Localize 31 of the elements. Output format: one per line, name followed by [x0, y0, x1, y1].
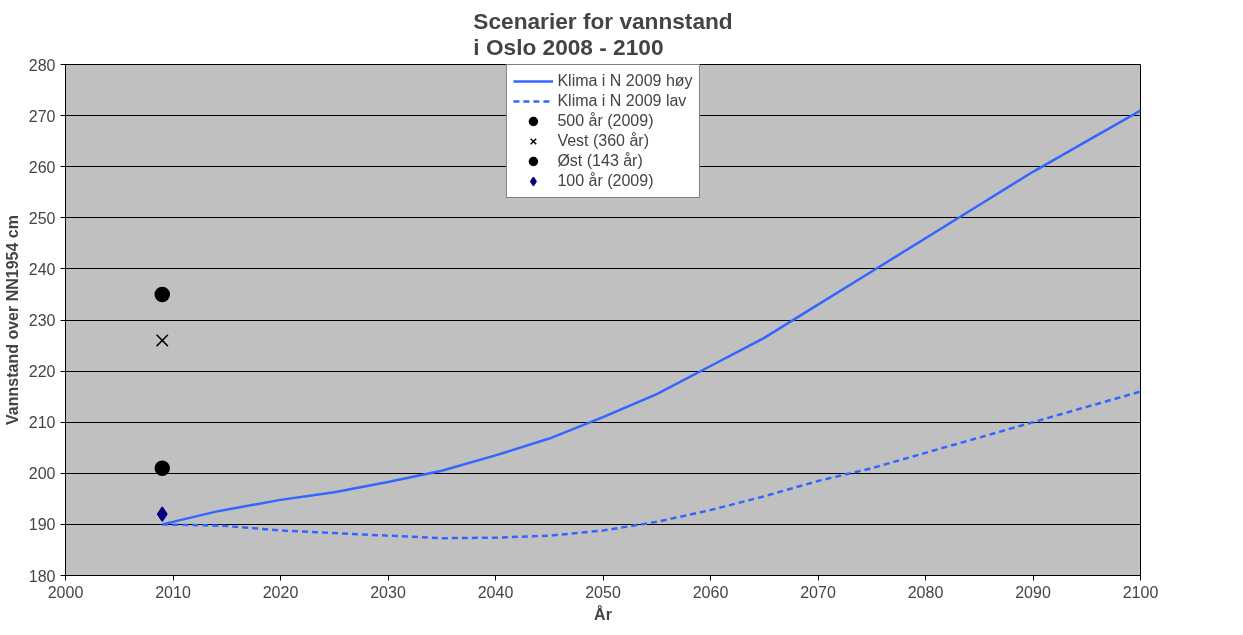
- y-tick-label: 250: [28, 209, 56, 227]
- x-tick-label: 2000: [47, 583, 84, 601]
- y-tick-label: 240: [28, 260, 56, 278]
- legend-label: 100 år (2009): [557, 172, 654, 190]
- y-tick-label: 180: [28, 567, 56, 585]
- x-tick-label: 2010: [155, 583, 191, 601]
- chart-title: Scenarier for vannstand i Oslo 2008 - 2100: [473, 7, 733, 60]
- y-tick-label: 270: [28, 107, 56, 125]
- y-axis-title: Vannstand over NN1954 cm: [3, 215, 21, 425]
- y-tick-label: 260: [28, 158, 56, 176]
- y-tick-label: 280: [28, 56, 56, 74]
- x-tick-label: 2070: [800, 583, 836, 601]
- legend-label: Klima i N 2009 lav: [557, 92, 687, 110]
- y-tick-label: 210: [28, 414, 56, 432]
- x-tick-label: 2060: [692, 583, 729, 601]
- legend-label: Vest (360 år): [557, 132, 650, 150]
- x-tick-label: 2030: [370, 583, 406, 601]
- x-axis-title: År: [594, 604, 612, 623]
- y-tick-label: 190: [28, 516, 56, 534]
- y-tick-label: 230: [28, 312, 56, 329]
- x-tick-label: 2020: [262, 583, 299, 601]
- x-tick-label: 2050: [585, 583, 621, 601]
- legend-label: 500 år (2009): [557, 112, 654, 130]
- x-tick-label: 2080: [907, 583, 944, 601]
- x-tick-label: 2040: [477, 583, 514, 601]
- legend-label: Klima i N 2009 høy: [557, 72, 693, 90]
- x-tick-label: 2090: [1015, 583, 1051, 601]
- y-tick-label: 220: [28, 363, 56, 381]
- x-tick-label: 2100: [1122, 583, 1159, 601]
- legend-label: Øst (143 år): [557, 152, 643, 170]
- y-tick-label: 200: [28, 465, 56, 483]
